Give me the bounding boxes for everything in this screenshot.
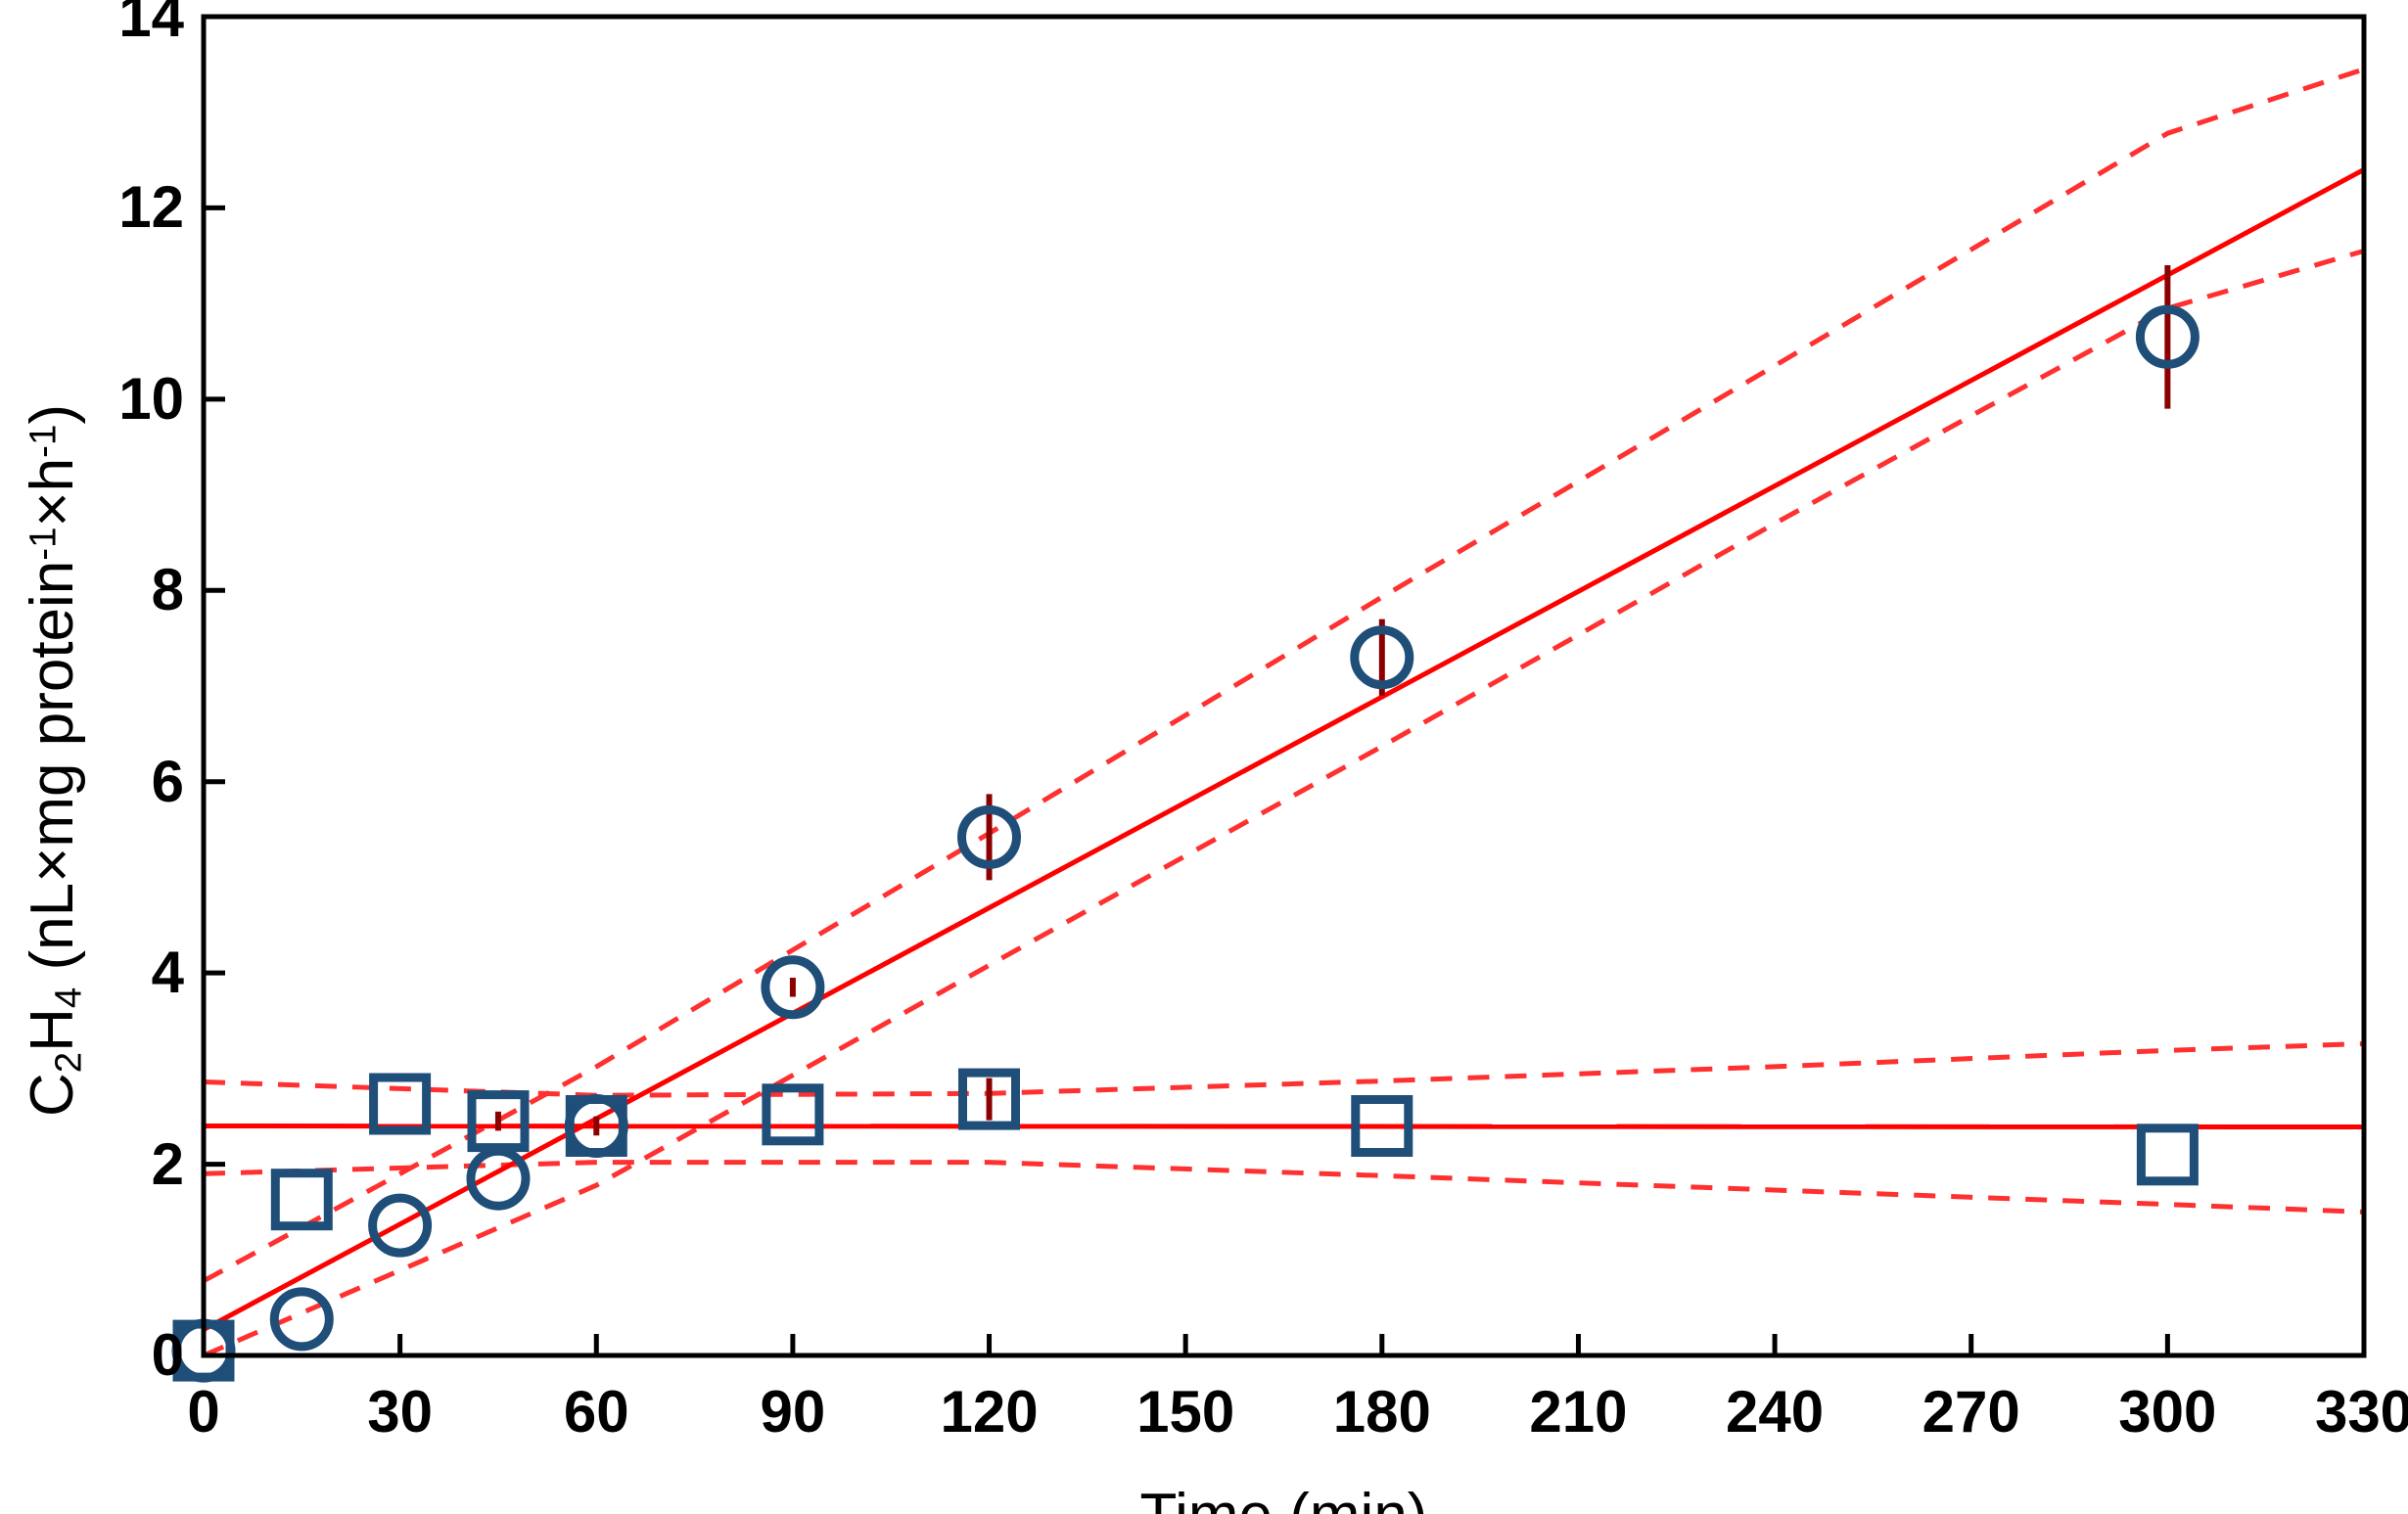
y-tick-label: 8	[151, 557, 184, 623]
circle-regression	[202, 167, 2366, 1332]
x-tick-label: 150	[1136, 1379, 1235, 1445]
y-tick-label: 4	[151, 940, 184, 1006]
x-tick-label: 30	[367, 1379, 433, 1445]
square-upper-ci	[203, 1041, 2365, 1098]
data-marker-circle	[368, 1193, 433, 1258]
x-tick-label: 330	[2314, 1379, 2408, 1445]
data-marker-circle	[957, 804, 1021, 869]
x-tick-label: 60	[563, 1379, 629, 1445]
y-axis-title-text: C2H4 (nL×mg protein-1×h-1)	[19, 404, 90, 1117]
y-tick-label: 0	[151, 1322, 184, 1388]
data-marker-circle	[761, 955, 825, 1020]
data-marker-circle	[269, 1287, 334, 1352]
data-marker-square	[270, 1169, 333, 1231]
x-tick-label: 270	[1922, 1379, 2020, 1445]
x-tick-label: 0	[187, 1379, 220, 1445]
y-tick-label: 12	[118, 174, 184, 241]
data-marker-square	[1351, 1095, 1413, 1157]
y-axis-title: C2H4 (nL×mg protein-1×h-1)	[18, 404, 90, 1117]
data-marker-circle	[466, 1146, 531, 1211]
data-marker-circle	[1350, 625, 1414, 690]
x-tick-label: 90	[760, 1379, 826, 1445]
y-tick-label: 2	[151, 1130, 184, 1197]
plot-frame	[201, 14, 2367, 1358]
data-marker-square	[2136, 1124, 2199, 1186]
y-tick-label: 10	[118, 365, 184, 432]
x-tick-label: 120	[940, 1379, 1039, 1445]
data-marker-square	[762, 1083, 824, 1146]
y-tick-label: 6	[151, 748, 184, 814]
data-marker-circle	[2135, 304, 2200, 369]
axis-tick-group	[201, 14, 2367, 1358]
circle-lower-ci	[203, 249, 2365, 1358]
x-tick-label: 240	[1726, 1379, 1825, 1445]
square-lower-ci	[203, 1160, 2365, 1215]
data-marker-group	[171, 304, 2200, 1383]
error-bar-group	[494, 265, 2171, 1136]
y-tick-label: 14	[118, 0, 184, 49]
data-marker-square	[369, 1073, 432, 1135]
data-marker-square	[467, 1090, 530, 1153]
circle-upper-ci	[202, 67, 2365, 1283]
data-marker-square	[565, 1095, 627, 1157]
square-regression	[203, 1124, 2365, 1129]
confidence-band-group	[202, 67, 2365, 1358]
x-tick-label: 180	[1332, 1379, 1431, 1445]
x-axis-title: Time (min)	[1140, 1481, 1428, 1514]
data-marker-square	[958, 1068, 1020, 1130]
fit-line-group	[202, 167, 2366, 1332]
x-tick-label: 300	[2118, 1379, 2217, 1445]
x-tick-label: 210	[1529, 1379, 1628, 1445]
axis-frame-group	[201, 14, 2367, 1358]
